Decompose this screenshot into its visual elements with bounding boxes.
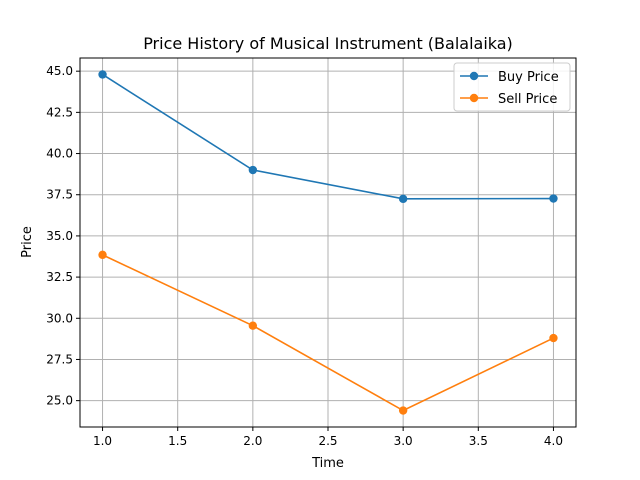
y-tick-label: 32.5 [46, 270, 73, 284]
x-axis-ticks: 1.0 1.5 2.0 2.5 3.0 3.5 4.0 [93, 427, 563, 448]
data-point-buy-price [398, 194, 408, 204]
plot-frame [79, 57, 577, 428]
data-point-sell-price [398, 406, 408, 415]
y-tick-label: 30.0 [46, 311, 73, 325]
data-point-sell-price [248, 321, 258, 330]
x-axis-label: Time [311, 456, 344, 471]
y-tick-label: 45.0 [46, 64, 73, 78]
y-tick-label: 37.5 [46, 188, 73, 202]
series-group [98, 70, 558, 415]
data-point-buy-price [248, 165, 258, 175]
chart-title: Price History of Musical Instrument (Bal… [143, 34, 513, 53]
legend: Buy Price Sell Price [453, 62, 571, 112]
series-line-sell-price [102, 254, 554, 412]
x-tick-label: 3.5 [469, 434, 488, 448]
x-tick-label: 1.0 [93, 434, 112, 448]
y-axis-label: Price [20, 226, 35, 258]
legend-box [453, 62, 571, 112]
legend-marker [469, 93, 479, 103]
data-point-sell-price [98, 250, 107, 260]
legend-label: Buy Price [498, 70, 559, 85]
data-point-sell-price [549, 333, 558, 343]
series-line-buy-price [102, 73, 554, 200]
x-tick-label: 4.0 [544, 434, 563, 448]
legend-label: Sell Price [498, 92, 557, 107]
legend-marker [469, 71, 479, 81]
y-tick-label: 42.5 [46, 105, 73, 119]
y-tick-label: 25.0 [46, 394, 73, 408]
x-tick-label: 3.0 [394, 434, 413, 448]
x-tick-label: 2.5 [318, 434, 337, 448]
x-tick-label: 2.0 [243, 434, 262, 448]
data-point-buy-price [549, 194, 558, 203]
grid [80, 58, 576, 427]
y-tick-label: 27.5 [46, 352, 73, 366]
y-tick-label: 40.0 [46, 147, 73, 161]
data-point-buy-price [98, 70, 107, 79]
x-tick-label: 1.5 [168, 434, 187, 448]
y-axis-ticks: 25.0 27.5 30.0 32.5 35.0 37.5 40.0 42.5 45.0 [46, 64, 80, 408]
y-tick-label: 35.0 [46, 229, 73, 243]
